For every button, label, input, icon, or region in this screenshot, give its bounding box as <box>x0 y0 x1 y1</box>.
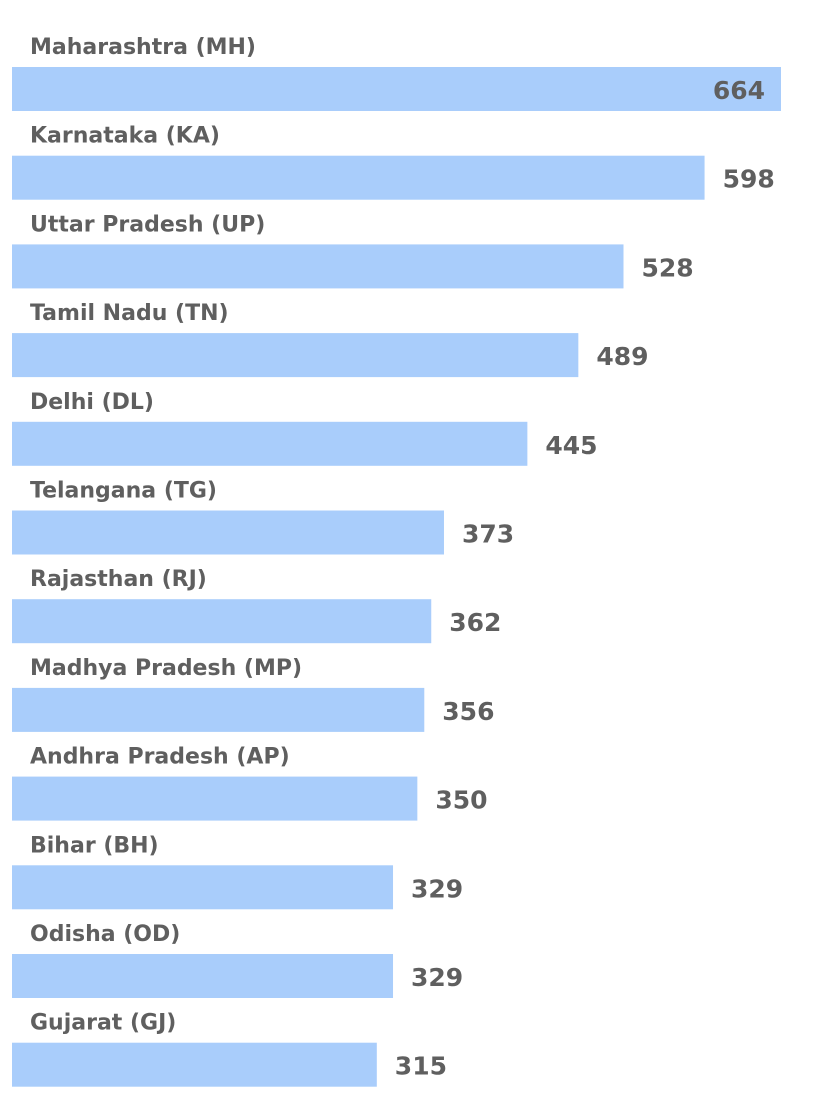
bar <box>12 687 425 732</box>
value-label: 664 <box>713 76 765 105</box>
category-label: Bihar (BH) <box>30 833 159 858</box>
category-label: Gujarat (GJ) <box>30 1011 176 1036</box>
bar <box>12 244 624 289</box>
bar <box>12 954 394 998</box>
bar <box>12 776 418 821</box>
bar <box>12 155 705 200</box>
bar <box>12 333 579 378</box>
category-label: Telangana (TG) <box>30 479 217 504</box>
value-label: 329 <box>411 963 463 992</box>
category-label: Delhi (DL) <box>30 390 154 415</box>
bar <box>12 67 781 111</box>
bar <box>12 421 528 466</box>
value-label: 350 <box>435 786 487 815</box>
value-label: 329 <box>411 874 463 903</box>
value-label: 489 <box>596 342 648 371</box>
value-label: 528 <box>641 253 693 282</box>
bar <box>12 510 444 555</box>
value-label: 356 <box>442 697 494 726</box>
category-label: Uttar Pradesh (UP) <box>30 212 265 237</box>
category-label: Karnataka (KA) <box>30 124 220 149</box>
category-label: Tamil Nadu (TN) <box>30 301 229 326</box>
category-label: Rajasthan (RJ) <box>30 567 207 592</box>
category-label: Odisha (OD) <box>30 922 180 947</box>
value-label: 362 <box>449 608 501 637</box>
value-label: 598 <box>723 165 775 194</box>
bar <box>12 865 394 910</box>
value-label: 373 <box>462 520 514 549</box>
value-label: 445 <box>545 431 597 460</box>
category-label: Maharashtra (MH) <box>30 35 256 60</box>
value-label: 315 <box>395 1052 447 1081</box>
bar <box>12 1042 377 1087</box>
category-label: Andhra Pradesh (AP) <box>30 745 290 770</box>
category-label: Madhya Pradesh (MP) <box>30 656 302 681</box>
bar <box>12 599 432 644</box>
